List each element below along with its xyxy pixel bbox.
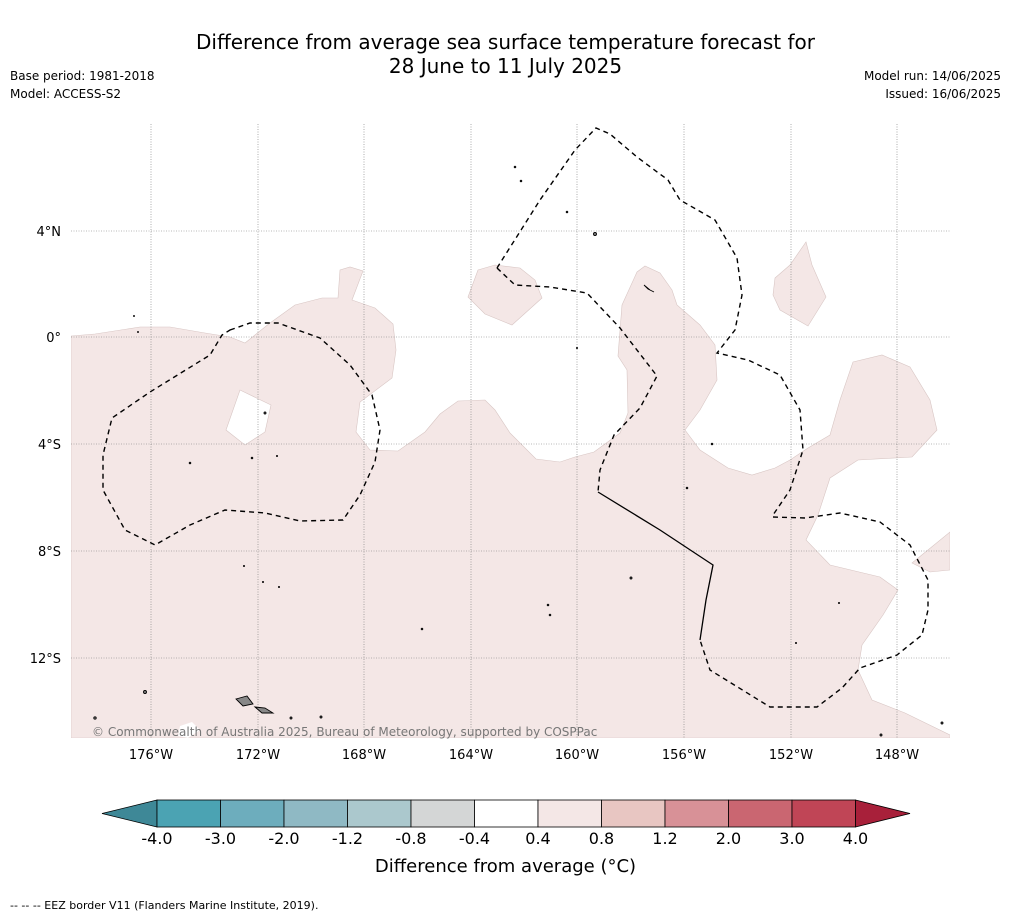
- colorbar-tick-label: 1.2: [652, 829, 677, 848]
- colorbar-segment: [283, 799, 348, 828]
- colorbar-segment: [664, 799, 729, 828]
- colorbar-segment: [156, 799, 221, 828]
- colorbar-segment: [791, 799, 856, 828]
- copyright-notice: © Commonwealth of Australia 2025, Bureau…: [92, 725, 597, 739]
- latitude-labels: 4°N 0° 4°S 8°S 12°S: [30, 225, 61, 667]
- colorbar-tick-label: -0.8: [395, 829, 426, 848]
- islands: [93, 165, 944, 737]
- small-white-patch: [178, 722, 200, 738]
- colorbar-extend-low: [101, 799, 158, 828]
- colorbar-segment: [537, 799, 602, 828]
- lon-label: 164°W: [449, 748, 493, 763]
- colorbar-tick-label: 0.4: [525, 829, 550, 848]
- meta-right: Model run: 14/06/2025 Issued: 16/06/2025: [864, 67, 1001, 103]
- gridlines: [71, 124, 950, 738]
- colorbar-extend-high: [855, 799, 911, 828]
- colorbar-title: Difference from average (°C): [374, 856, 637, 877]
- lon-label: 156°W: [662, 748, 706, 763]
- eez-legend-note: -- -- -- EEZ border V11 (Flanders Marine…: [10, 899, 319, 912]
- lat-label: 12°S: [30, 652, 61, 667]
- colorbar-tick-label: 3.0: [779, 829, 804, 848]
- anomaly-region-main: [71, 241, 950, 738]
- colorbar-segment: [410, 799, 475, 828]
- colorbar-segment: [474, 799, 539, 828]
- longitude-labels: 176°W 172°W 168°W 164°W 160°W 156°W 152°…: [129, 748, 919, 763]
- colorbar-segment: [347, 799, 412, 828]
- colorbar-tick-label: -1.2: [332, 829, 363, 848]
- colorbar-tick-label: -2.0: [268, 829, 299, 848]
- island-kiritimati: [643, 284, 655, 293]
- colorbar-segment: [220, 799, 285, 828]
- lat-label: 0°: [46, 331, 61, 346]
- meta-left: Base period: 1981-2018 Model: ACCESS-S2: [10, 67, 155, 103]
- lat-label: 4°S: [38, 438, 61, 453]
- colorbar-tick-label: -3.0: [205, 829, 236, 848]
- colorbar-tick-label: -0.4: [459, 829, 490, 848]
- colorbar-tick-label: -4.0: [141, 829, 172, 848]
- colorbar-segment: [728, 799, 793, 828]
- eez-borders: [102, 127, 929, 708]
- lon-label: 168°W: [342, 748, 386, 763]
- base-period: Base period: 1981-2018: [10, 69, 155, 83]
- island-samoa-2: [253, 706, 275, 714]
- title-line-2: 28 June to 11 July 2025: [388, 54, 623, 78]
- title-line-1: Difference from average sea surface temp…: [195, 30, 815, 54]
- model-name: Model: ACCESS-S2: [10, 87, 122, 101]
- model-run: Model run: 14/06/2025: [863, 69, 1001, 83]
- colorbar-tick-label: 2.0: [716, 829, 741, 848]
- lon-label: 160°W: [555, 748, 599, 763]
- lat-label: 4°N: [37, 225, 62, 240]
- eez-shared-boundary: [597, 491, 714, 641]
- lon-label: 176°W: [129, 748, 173, 763]
- colorbar-tick-label: 4.0: [843, 829, 868, 848]
- island-samoa-1: [235, 695, 254, 707]
- lat-label: 8°S: [38, 545, 61, 560]
- colorbar-tick-label: 0.8: [589, 829, 614, 848]
- map-title: Difference from average sea surface temp…: [0, 30, 1011, 78]
- lon-label: 152°W: [769, 748, 813, 763]
- issued-date: Issued: 16/06/2025: [885, 87, 1001, 101]
- anomaly-fill-layer: [71, 241, 950, 738]
- lon-label: 148°W: [875, 748, 919, 763]
- lon-label: 172°W: [236, 748, 280, 763]
- colorbar: -4.0 -3.0 -2.0 -1.2 -0.8 -0.4 0.4 0.8 1.2 2.0 3.0 4…: [101, 799, 911, 848]
- colorbar-segment: [601, 799, 666, 828]
